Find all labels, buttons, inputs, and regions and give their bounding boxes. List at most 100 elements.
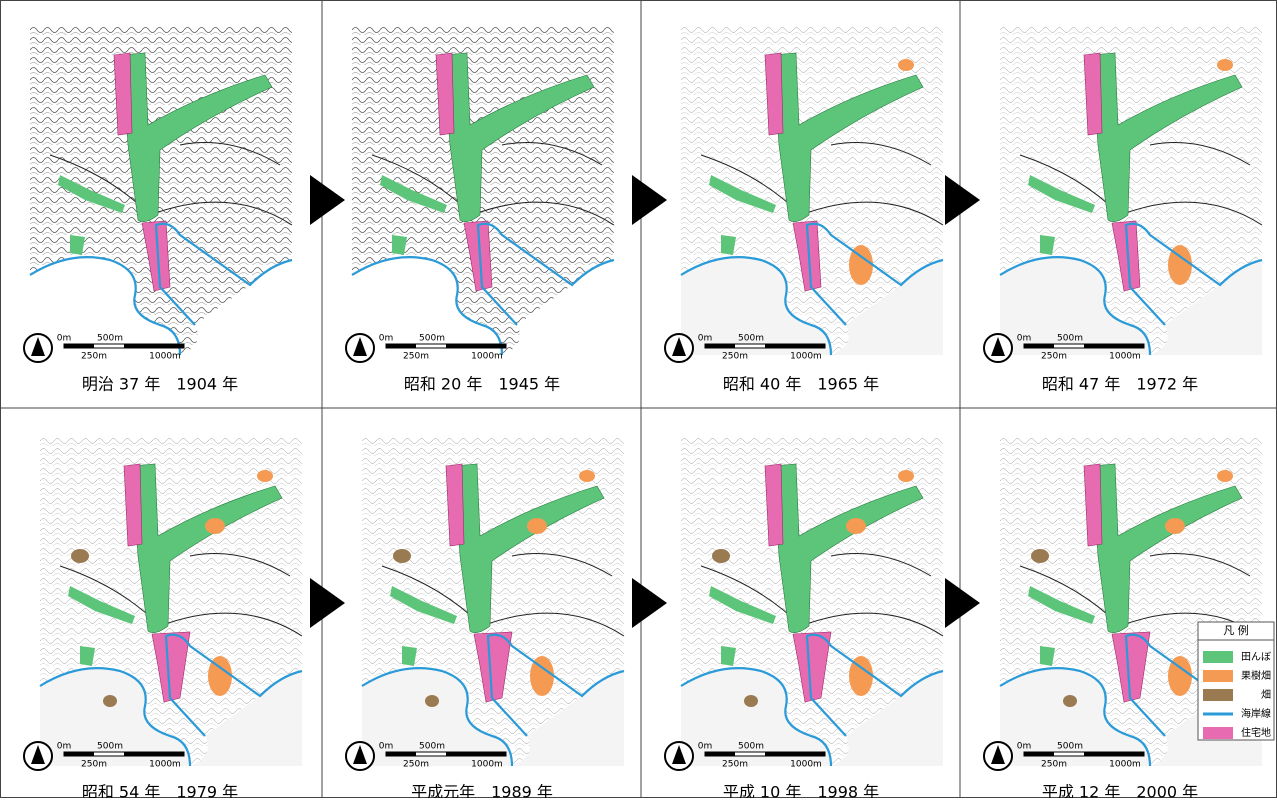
figure: 0m 500m 250m 1000m 明治 37 年 1904 年 0m 500m 250m 1…: [0, 0, 1277, 798]
scale-label: 500m: [97, 742, 123, 752]
scale-label: 0m: [1017, 334, 1032, 344]
legend-swatch: [1203, 651, 1233, 663]
panel-caption: 昭和 40 年 1965 年: [723, 375, 879, 394]
scale-bar: [446, 344, 506, 348]
scale-bar: [1084, 344, 1144, 348]
scale-bar: [64, 344, 94, 348]
orchard: [1217, 470, 1233, 482]
scale-label: 500m: [419, 334, 445, 344]
scale-bar: [705, 752, 735, 756]
map: [1000, 25, 1262, 355]
map-panel: 0m 500m 250m 1000m 平成元年 1989 年: [346, 436, 624, 798]
panel-caption: 昭和 54 年 1979 年: [82, 783, 238, 799]
legend-label: 果樹畑: [1241, 669, 1271, 682]
orchard: [846, 518, 866, 534]
scale-bar: [124, 344, 184, 348]
scale-label: 0m: [57, 334, 72, 344]
scale-label: 250m: [403, 760, 429, 770]
scale-bar: [386, 752, 416, 756]
scale-bar: [64, 752, 94, 756]
scale-label: 1000m: [790, 352, 822, 362]
map-panel: 0m 500m 250m 1000m 昭和 20 年 1945 年: [346, 25, 614, 394]
arrow: [945, 578, 980, 628]
scale-label: 1000m: [471, 352, 503, 362]
scale-label: 0m: [379, 334, 394, 344]
scale-label: 500m: [1057, 334, 1083, 344]
panel-caption: 明治 37 年 1904 年: [82, 375, 238, 394]
scale-label: 500m: [1057, 742, 1083, 752]
scale-label: 0m: [1017, 742, 1032, 752]
legend-title: 凡 例: [1223, 623, 1249, 637]
field: [393, 549, 411, 563]
legend-swatch: [1203, 670, 1233, 682]
scale-label: 1000m: [149, 760, 181, 770]
map-panel: 0m 500m 250m 1000m 平成 12 年 2000 年: [984, 436, 1262, 798]
scale-label: 250m: [403, 352, 429, 362]
scale-label: 250m: [81, 760, 107, 770]
panel-caption: 昭和 20 年 1945 年: [404, 375, 560, 394]
map: [362, 436, 624, 766]
scale-label: 0m: [698, 334, 713, 344]
arrow: [632, 578, 667, 628]
scale-label: 1000m: [471, 760, 503, 770]
scale-label: 250m: [1041, 760, 1067, 770]
field: [712, 549, 730, 563]
arrow: [310, 175, 345, 225]
orchard: [898, 59, 914, 71]
legend: 凡 例 田んぼ果樹畑畑海岸線住宅地: [1198, 622, 1274, 740]
scale-bar: [765, 752, 825, 756]
orchard: [527, 518, 547, 534]
field: [425, 695, 439, 707]
scale-label: 250m: [1041, 352, 1067, 362]
legend-label: 田んぼ: [1241, 651, 1271, 663]
scale-label: 500m: [419, 742, 445, 752]
scale-label: 500m: [738, 334, 764, 344]
orchard: [1217, 59, 1233, 71]
map: [30, 25, 292, 355]
scale-label: 500m: [738, 742, 764, 752]
panel-caption: 平成 10 年 1998 年: [723, 783, 879, 799]
scale-label: 250m: [722, 352, 748, 362]
legend-label: 海岸線: [1241, 707, 1271, 720]
scale-label: 1000m: [790, 760, 822, 770]
orchard: [579, 470, 595, 482]
map: [681, 436, 943, 766]
field: [1031, 549, 1049, 563]
legend-label: 畑: [1261, 688, 1271, 701]
arrow: [632, 175, 667, 225]
scale-label: 1000m: [149, 352, 181, 362]
orchard: [1165, 518, 1185, 534]
legend-swatch: [1203, 689, 1233, 701]
scale-bar: [705, 344, 735, 348]
map-panel: 0m 500m 250m 1000m 昭和 40 年 1965 年: [665, 25, 943, 394]
scale-bar: [765, 344, 825, 348]
panel-caption: 昭和 47 年 1972 年: [1042, 375, 1198, 394]
map-panel: 0m 500m 250m 1000m 昭和 54 年 1979 年: [24, 436, 302, 798]
scale-label: 0m: [57, 742, 72, 752]
panel-caption: 平成 12 年 2000 年: [1042, 783, 1198, 799]
scale-bar: [124, 752, 184, 756]
legend-swatch: [1203, 727, 1233, 739]
scale-bar: [446, 752, 506, 756]
panel-caption: 平成元年 1989 年: [411, 783, 553, 799]
field: [103, 695, 117, 707]
scale-label: 1000m: [1109, 352, 1141, 362]
orchard: [257, 470, 273, 482]
scale-label: 250m: [722, 760, 748, 770]
scale-bar: [1084, 752, 1144, 756]
scale-label: 0m: [698, 742, 713, 752]
scale-bar: [1024, 752, 1054, 756]
scale-bar: [1024, 344, 1054, 348]
field: [744, 695, 758, 707]
map: [352, 25, 614, 355]
arrow: [310, 578, 345, 628]
legend-label: 住宅地: [1241, 726, 1271, 739]
map-panel: 0m 500m 250m 1000m 平成 10 年 1998 年: [665, 436, 943, 798]
scale-label: 250m: [81, 352, 107, 362]
field: [1063, 695, 1077, 707]
scale-label: 1000m: [1109, 760, 1141, 770]
scale-label: 0m: [379, 742, 394, 752]
arrow: [945, 175, 980, 225]
orchard: [898, 470, 914, 482]
